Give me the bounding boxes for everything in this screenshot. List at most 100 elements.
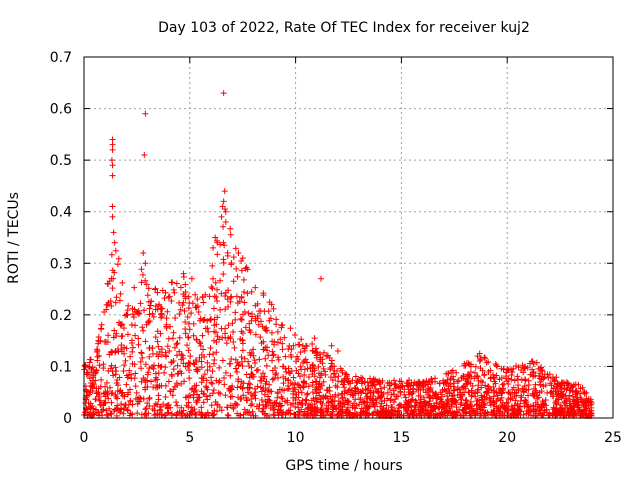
data-point xyxy=(273,321,280,328)
data-point xyxy=(102,383,109,390)
data-point xyxy=(120,368,127,375)
data-point xyxy=(174,409,181,416)
data-point xyxy=(245,358,252,365)
data-point xyxy=(420,379,427,386)
data-point xyxy=(214,401,221,408)
data-point xyxy=(301,371,308,378)
data-point xyxy=(214,314,221,321)
data-point xyxy=(474,373,481,380)
plot-frame xyxy=(83,56,614,419)
data-point xyxy=(209,285,216,292)
data-point xyxy=(349,377,356,384)
data-point xyxy=(260,338,267,345)
data-point xyxy=(87,356,94,363)
data-point xyxy=(122,357,129,364)
data-point xyxy=(467,398,474,405)
data-point xyxy=(585,395,592,402)
data-point xyxy=(301,345,308,352)
data-point xyxy=(520,369,527,376)
data-point xyxy=(326,354,333,361)
data-point xyxy=(218,407,225,414)
data-point xyxy=(539,400,546,407)
data-point xyxy=(274,339,281,346)
data-point xyxy=(186,299,193,306)
data-point xyxy=(342,371,349,378)
y-tick-label: 0.5 xyxy=(50,153,72,169)
data-point xyxy=(484,389,491,396)
data-point xyxy=(335,410,342,417)
data-point xyxy=(360,408,367,415)
data-point xyxy=(210,387,217,394)
data-point xyxy=(534,401,541,408)
data-point xyxy=(146,353,153,360)
data-point xyxy=(230,405,237,412)
data-point-outlier xyxy=(222,208,229,215)
data-point xyxy=(500,380,507,387)
data-point xyxy=(225,303,232,310)
data-point xyxy=(532,381,539,388)
data-point-outlier xyxy=(109,136,116,143)
data-point xyxy=(95,409,102,416)
data-point xyxy=(502,406,509,413)
data-point xyxy=(140,327,147,334)
data-point xyxy=(91,410,98,417)
data-point xyxy=(169,392,176,399)
data-point xyxy=(163,353,170,360)
data-point xyxy=(363,394,370,401)
data-point xyxy=(442,388,449,395)
data-point xyxy=(128,321,135,328)
data-point xyxy=(476,402,483,409)
data-point xyxy=(208,379,215,386)
data-point xyxy=(228,260,235,267)
data-point xyxy=(171,289,178,296)
data-point xyxy=(372,385,379,392)
data-point xyxy=(356,412,363,419)
data-point xyxy=(149,405,156,412)
data-point-outlier xyxy=(142,110,149,117)
data-point xyxy=(121,393,128,400)
data-point xyxy=(123,311,130,318)
data-point xyxy=(208,402,215,409)
data-point xyxy=(562,400,569,407)
data-point xyxy=(405,398,412,405)
data-point xyxy=(524,401,531,408)
data-point xyxy=(108,411,115,418)
data-point xyxy=(246,384,253,391)
data-point xyxy=(298,336,305,343)
data-point xyxy=(423,402,430,409)
data-point xyxy=(173,399,180,406)
data-point xyxy=(277,336,284,343)
data-point xyxy=(521,383,528,390)
data-point xyxy=(166,348,173,355)
data-point xyxy=(109,368,116,375)
data-point xyxy=(108,390,115,397)
data-point xyxy=(146,394,153,401)
data-point xyxy=(248,317,255,324)
y-tick-label: 0.6 xyxy=(50,102,72,118)
data-point xyxy=(215,389,222,396)
data-point xyxy=(287,380,294,387)
data-point xyxy=(236,298,243,305)
data-point xyxy=(113,406,120,413)
data-point xyxy=(379,377,386,384)
data-point xyxy=(274,409,281,416)
data-point xyxy=(210,411,217,418)
data-point xyxy=(515,411,522,418)
data-point xyxy=(551,377,558,384)
data-point xyxy=(108,362,115,369)
data-point xyxy=(305,404,312,411)
data-point xyxy=(173,341,180,348)
data-point xyxy=(491,374,498,381)
data-point xyxy=(508,372,515,379)
data-point xyxy=(179,302,186,309)
data-point xyxy=(494,363,501,370)
data-point xyxy=(269,376,276,383)
data-point xyxy=(174,402,181,409)
data-point xyxy=(185,367,192,374)
data-point xyxy=(231,344,238,351)
data-point xyxy=(124,374,131,381)
data-point xyxy=(339,394,346,401)
data-point xyxy=(511,405,518,412)
data-point xyxy=(196,354,203,361)
data-point xyxy=(417,386,424,393)
